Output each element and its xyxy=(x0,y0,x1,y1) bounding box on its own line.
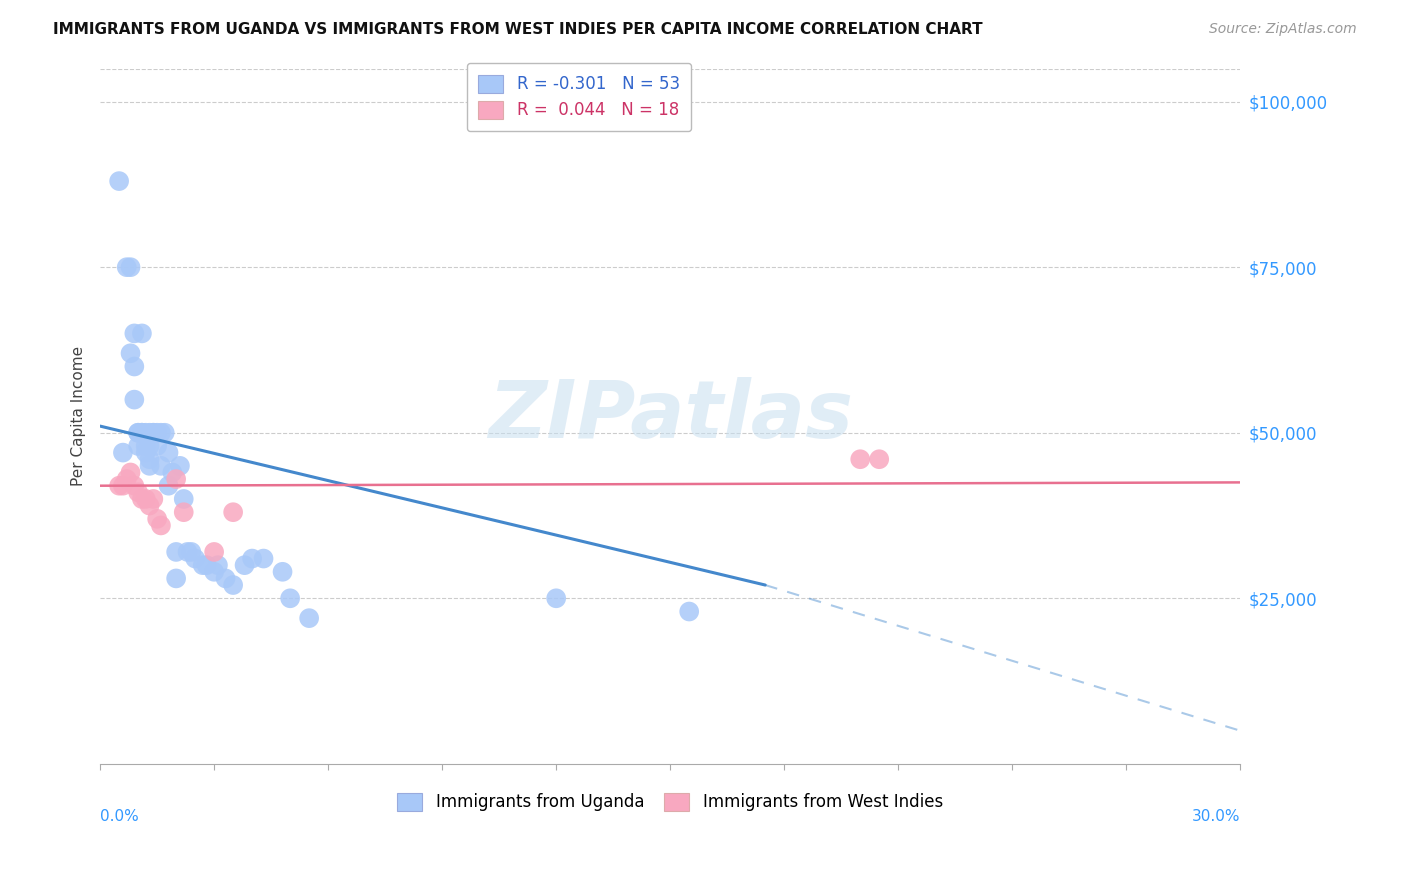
Point xyxy=(153,425,176,440)
Point xyxy=(180,545,202,559)
Point xyxy=(108,479,131,493)
Point xyxy=(173,491,195,506)
Point xyxy=(271,565,294,579)
Point xyxy=(127,425,149,440)
Point xyxy=(111,479,134,493)
Point xyxy=(127,425,149,440)
Text: Source: ZipAtlas.com: Source: ZipAtlas.com xyxy=(1209,22,1357,37)
Point xyxy=(124,479,146,493)
Point xyxy=(169,458,191,473)
Point xyxy=(142,425,165,440)
Point xyxy=(135,491,157,506)
Point xyxy=(120,346,142,360)
Text: 30.0%: 30.0% xyxy=(1192,809,1240,824)
Point xyxy=(135,425,157,440)
Point xyxy=(191,558,214,573)
Legend: Immigrants from Uganda, Immigrants from West Indies: Immigrants from Uganda, Immigrants from … xyxy=(391,786,949,818)
Point xyxy=(120,466,142,480)
Point xyxy=(233,558,256,573)
Point xyxy=(195,558,218,573)
Point xyxy=(138,439,160,453)
Point xyxy=(138,499,160,513)
Point xyxy=(115,260,138,275)
Point xyxy=(138,452,160,467)
Point xyxy=(173,505,195,519)
Point xyxy=(124,359,146,374)
Point xyxy=(165,571,187,585)
Point xyxy=(214,571,236,585)
Point xyxy=(162,466,184,480)
Point xyxy=(124,326,146,341)
Point xyxy=(252,551,274,566)
Point xyxy=(157,479,180,493)
Point xyxy=(115,472,138,486)
Point xyxy=(138,425,160,440)
Point xyxy=(131,491,153,506)
Point xyxy=(131,425,153,440)
Point xyxy=(222,505,245,519)
Point xyxy=(202,545,225,559)
Text: 0.0%: 0.0% xyxy=(100,809,139,824)
Point xyxy=(108,174,131,188)
Point xyxy=(165,472,187,486)
Point xyxy=(546,591,568,606)
Point xyxy=(135,439,157,453)
Point xyxy=(184,551,207,566)
Point xyxy=(111,445,134,459)
Point xyxy=(157,445,180,459)
Point xyxy=(240,551,263,566)
Point xyxy=(868,452,890,467)
Text: ZIPatlas: ZIPatlas xyxy=(488,377,852,455)
Point xyxy=(298,611,321,625)
Point xyxy=(149,518,172,533)
Point xyxy=(127,485,149,500)
Point xyxy=(222,578,245,592)
Point xyxy=(131,326,153,341)
Point xyxy=(202,565,225,579)
Point xyxy=(849,452,872,467)
Point xyxy=(142,425,165,440)
Point xyxy=(149,458,172,473)
Point xyxy=(278,591,301,606)
Text: IMMIGRANTS FROM UGANDA VS IMMIGRANTS FROM WEST INDIES PER CAPITA INCOME CORRELAT: IMMIGRANTS FROM UGANDA VS IMMIGRANTS FRO… xyxy=(53,22,983,37)
Point xyxy=(135,445,157,459)
Point xyxy=(120,260,142,275)
Point xyxy=(146,425,169,440)
Point xyxy=(131,425,153,440)
Point xyxy=(131,425,153,440)
Point xyxy=(149,425,172,440)
Point xyxy=(142,491,165,506)
Point xyxy=(124,392,146,407)
Point xyxy=(165,545,187,559)
Point xyxy=(207,558,229,573)
Point xyxy=(138,458,160,473)
Point xyxy=(146,512,169,526)
Point xyxy=(678,605,700,619)
Point xyxy=(146,439,169,453)
Point xyxy=(127,439,149,453)
Point xyxy=(176,545,198,559)
Y-axis label: Per Capita Income: Per Capita Income xyxy=(72,346,86,486)
